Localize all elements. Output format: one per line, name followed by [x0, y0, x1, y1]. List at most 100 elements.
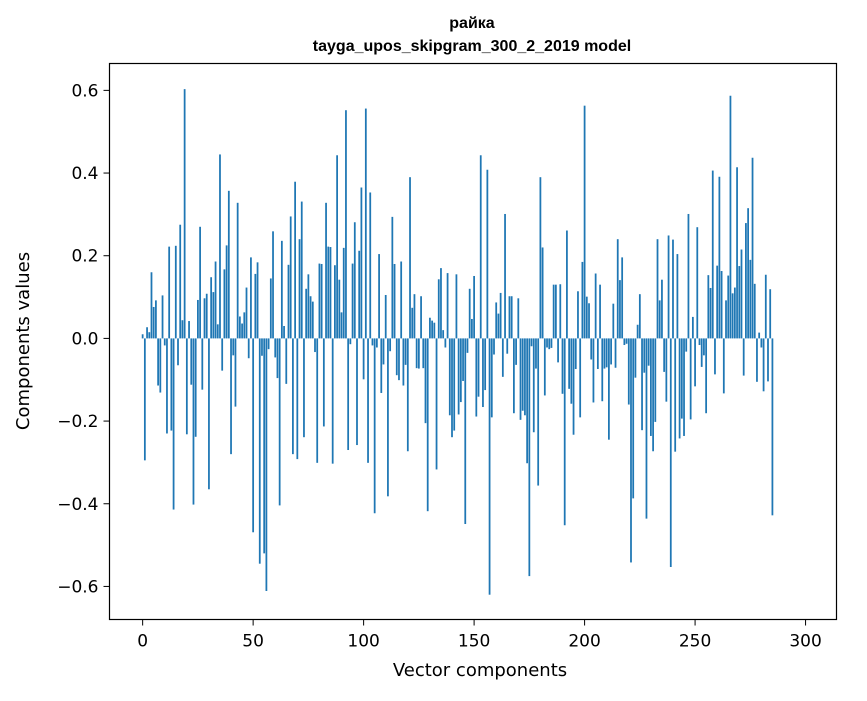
bar [316, 338, 319, 463]
bar [495, 302, 498, 339]
bar [557, 338, 559, 363]
bar [687, 213, 690, 339]
bar [453, 338, 456, 431]
bar [429, 317, 431, 339]
bar [325, 202, 327, 339]
bar [705, 338, 708, 414]
bar [694, 338, 696, 387]
bar [278, 338, 281, 506]
bar [501, 338, 504, 377]
bar [197, 299, 199, 339]
x-tick-label: 100 [347, 632, 379, 652]
bar [161, 295, 164, 339]
bar [722, 338, 725, 394]
bar [400, 261, 403, 339]
bar [311, 301, 314, 339]
bar [716, 265, 719, 339]
bar [420, 296, 422, 339]
bar [272, 231, 274, 339]
x-tick-label: 300 [789, 632, 821, 652]
bar [203, 298, 206, 339]
bar [455, 274, 458, 339]
y-axis-label: Components values [13, 252, 34, 430]
bar [146, 327, 148, 339]
x-tick-label: 200 [568, 632, 600, 652]
y-tick-label: 0.6 [71, 81, 98, 101]
bar [661, 279, 663, 339]
bar [364, 108, 367, 339]
bar [493, 338, 495, 355]
bar [353, 222, 356, 339]
bar [148, 332, 151, 339]
bar [521, 338, 524, 411]
bar [570, 338, 573, 404]
bar [417, 338, 420, 369]
bar [261, 338, 263, 356]
bar [351, 263, 354, 339]
bar [334, 265, 336, 339]
bar [647, 338, 650, 366]
bar [669, 338, 672, 567]
bar [155, 300, 157, 339]
bar [373, 338, 376, 514]
bar [188, 321, 190, 339]
bar [685, 338, 688, 352]
bar [201, 338, 204, 390]
bar [247, 338, 250, 359]
bar [285, 338, 288, 384]
bar [524, 338, 526, 416]
bar [307, 274, 310, 339]
bar [691, 316, 694, 339]
x-tick-label: 250 [679, 632, 711, 652]
bar [698, 338, 701, 346]
bar [336, 155, 338, 339]
x-axis: 0 50 100 150 200 250 300 [137, 619, 822, 652]
bar [349, 338, 352, 345]
x-tick-label: 150 [458, 632, 490, 652]
bar [318, 263, 321, 339]
bar [504, 213, 506, 339]
bar [499, 292, 502, 339]
bar [650, 338, 652, 436]
bar [367, 338, 369, 463]
bar [371, 338, 374, 346]
plot-frame [108, 62, 838, 621]
bar [760, 338, 763, 348]
bar [599, 284, 601, 339]
bar [619, 280, 621, 339]
bar [345, 110, 347, 339]
bar [720, 271, 723, 339]
bar [141, 334, 144, 339]
bar [581, 261, 584, 339]
bar [227, 190, 230, 339]
bar [342, 247, 345, 339]
bar [391, 216, 394, 339]
y-tick-label: 0.2 [71, 247, 98, 267]
bar [725, 300, 727, 339]
bar [433, 322, 436, 339]
y-tick-label: 0.4 [71, 164, 98, 184]
bar [652, 338, 654, 452]
bar [672, 239, 674, 339]
bar [360, 187, 363, 339]
bar [680, 338, 683, 419]
bar [751, 157, 754, 339]
bar [219, 154, 221, 339]
bar [747, 208, 749, 339]
bar [331, 338, 334, 464]
bar [762, 338, 765, 392]
bar [208, 338, 210, 490]
bars-layer [141, 89, 774, 595]
bar [340, 312, 343, 339]
x-axis-label: Vector components [393, 660, 567, 681]
bar [643, 338, 646, 373]
bar [199, 226, 201, 339]
bar [577, 291, 579, 339]
bar [252, 338, 255, 533]
bar [541, 247, 544, 339]
bar [457, 338, 460, 415]
bar [190, 338, 193, 385]
bar [543, 338, 546, 396]
bar [424, 338, 427, 424]
bar [234, 338, 237, 407]
